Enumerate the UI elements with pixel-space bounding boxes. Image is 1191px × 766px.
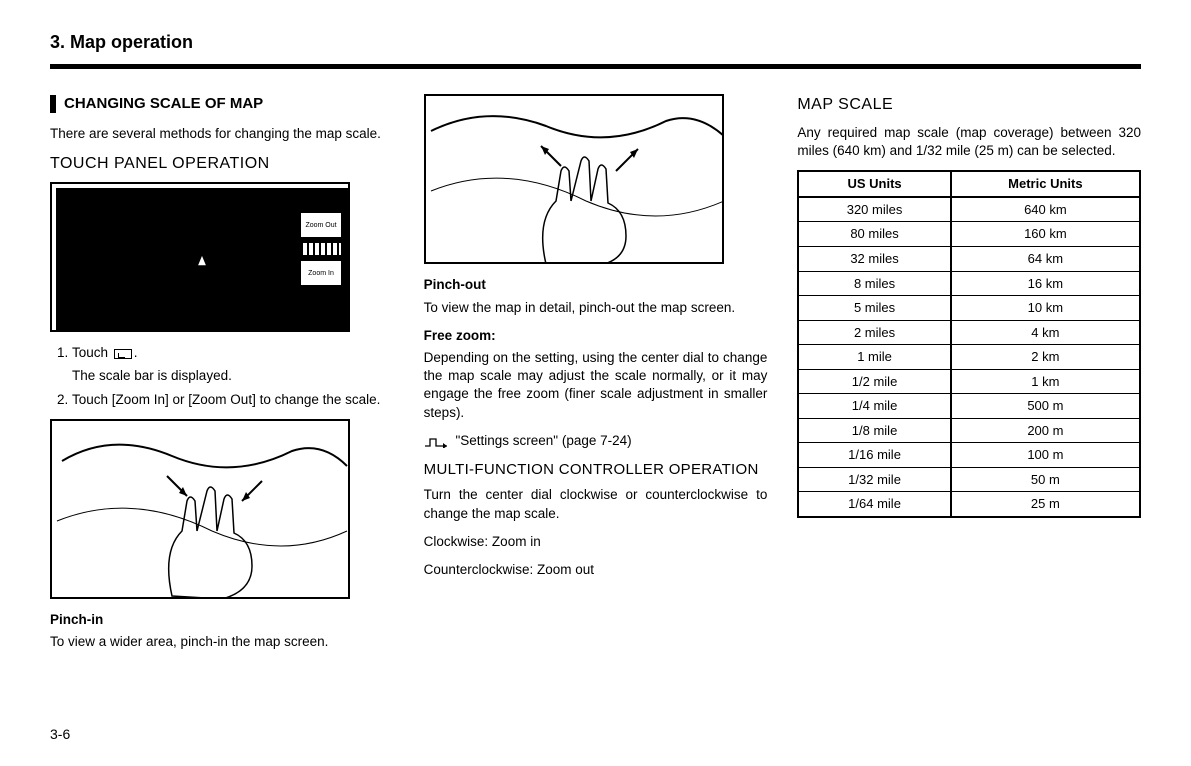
table-row: 1/2 mile1 km xyxy=(798,369,1140,394)
free-zoom-text: Depending on the setting, using the cent… xyxy=(424,349,768,422)
section-title: CHANGING SCALE OF MAP xyxy=(64,94,263,114)
table-row: 32 miles64 km xyxy=(798,246,1140,271)
table-row: 8 miles16 km xyxy=(798,271,1140,296)
table-cell: 8 miles xyxy=(798,271,950,296)
table-cell: 1/8 mile xyxy=(798,418,950,443)
zoom-in-button[interactable]: Zoom In xyxy=(300,260,342,286)
table-row: 1/4 mile500 m xyxy=(798,394,1140,419)
table-row: 2 miles4 km xyxy=(798,320,1140,345)
map-scale-heading: MAP SCALE xyxy=(797,94,1141,116)
steps-list: Touch . The scale bar is displayed. Touc… xyxy=(50,344,394,409)
pinch-in-text: To view a wider area, pinch-in the map s… xyxy=(50,633,394,651)
step-1-text-a: Touch xyxy=(72,345,112,360)
table-cell: 2 km xyxy=(951,345,1140,370)
table-cell: 50 m xyxy=(951,467,1140,492)
pinch-in-label: Pinch-in xyxy=(50,611,394,629)
pinch-out-text: To view the map in detail, pinch-out the… xyxy=(424,299,768,317)
table-cell: 1/64 mile xyxy=(798,492,950,517)
touch-panel-heading: TOUCH PANEL OPERATION xyxy=(50,153,394,175)
table-cell: 1/2 mile xyxy=(798,369,950,394)
mfc-heading: MULTI-FUNCTION CONTROLLER OPERATION xyxy=(424,460,768,480)
table-cell: 1/4 mile xyxy=(798,394,950,419)
table-row: 1/16 mile100 m xyxy=(798,443,1140,468)
table-row: 1 mile2 km xyxy=(798,345,1140,370)
clockwise-text: Clockwise: Zoom in xyxy=(424,533,768,551)
map-scale-text: Any required map scale (map coverage) be… xyxy=(797,124,1141,160)
table-cell: 1/16 mile xyxy=(798,443,950,468)
table-row: 1/64 mile25 m xyxy=(798,492,1140,517)
zoom-scale-bar[interactable] xyxy=(300,242,342,256)
table-cell: 32 miles xyxy=(798,246,950,271)
scale-icon xyxy=(114,349,132,359)
table-cell: 2 miles xyxy=(798,320,950,345)
table-cell: 640 km xyxy=(951,197,1140,222)
table-cell: 4 km xyxy=(951,320,1140,345)
touch-panel-illustration: Zoom Out Zoom In xyxy=(50,182,350,332)
table-row: 1/8 mile200 m xyxy=(798,418,1140,443)
reference-text: "Settings screen" (page 7-24) xyxy=(455,433,631,448)
zoom-controls: Zoom Out Zoom In xyxy=(300,212,342,290)
content-columns: CHANGING SCALE OF MAP There are several … xyxy=(50,94,1141,661)
header-us-units: US Units xyxy=(798,171,950,197)
table-header-row: US Units Metric Units xyxy=(798,171,1140,197)
zoom-out-button[interactable]: Zoom Out xyxy=(300,212,342,238)
pinch-in-illustration xyxy=(50,419,350,599)
table-row: 5 miles10 km xyxy=(798,296,1140,321)
divider xyxy=(50,64,1141,69)
table-cell: 25 m xyxy=(951,492,1140,517)
reference-icon xyxy=(424,435,448,447)
table-cell: 160 km xyxy=(951,222,1140,247)
step-1: Touch . The scale bar is displayed. xyxy=(72,344,394,384)
column-2: Pinch-out To view the map in detail, pin… xyxy=(424,94,768,661)
header-metric-units: Metric Units xyxy=(951,171,1140,197)
table-cell: 320 miles xyxy=(798,197,950,222)
table-cell: 500 m xyxy=(951,394,1140,419)
column-3: MAP SCALE Any required map scale (map co… xyxy=(797,94,1141,661)
table-row: 1/32 mile50 m xyxy=(798,467,1140,492)
pinch-out-illustration xyxy=(424,94,724,264)
table-cell: 5 miles xyxy=(798,296,950,321)
pinch-out-label: Pinch-out xyxy=(424,276,768,294)
table-cell: 1/32 mile xyxy=(798,467,950,492)
table-cell: 200 m xyxy=(951,418,1140,443)
section-heading: CHANGING SCALE OF MAP xyxy=(50,94,394,114)
step-2: Touch [Zoom In] or [Zoom Out] to change … xyxy=(72,391,394,409)
column-1: CHANGING SCALE OF MAP There are several … xyxy=(50,94,394,661)
page-number: 3-6 xyxy=(50,725,70,744)
table-cell: 64 km xyxy=(951,246,1140,271)
intro-text: There are several methods for changing t… xyxy=(50,125,394,143)
mfc-text: Turn the center dial clockwise or counte… xyxy=(424,486,768,522)
step-1-text-b: . xyxy=(134,345,138,360)
table-row: 80 miles160 km xyxy=(798,222,1140,247)
table-cell: 10 km xyxy=(951,296,1140,321)
table-cell: 1 km xyxy=(951,369,1140,394)
table-cell: 80 miles xyxy=(798,222,950,247)
step-1-sub: The scale bar is displayed. xyxy=(72,367,394,385)
free-zoom-label: Free zoom: xyxy=(424,327,768,345)
counterclockwise-text: Counterclockwise: Zoom out xyxy=(424,561,768,579)
table-cell: 16 km xyxy=(951,271,1140,296)
chapter-title: 3. Map operation xyxy=(50,30,1141,54)
table-cell: 100 m xyxy=(951,443,1140,468)
section-bar-icon xyxy=(50,95,56,113)
reference-line: "Settings screen" (page 7-24) xyxy=(424,432,768,450)
scale-table: US Units Metric Units 320 miles640 km80 … xyxy=(797,170,1141,518)
table-row: 320 miles640 km xyxy=(798,197,1140,222)
table-cell: 1 mile xyxy=(798,345,950,370)
